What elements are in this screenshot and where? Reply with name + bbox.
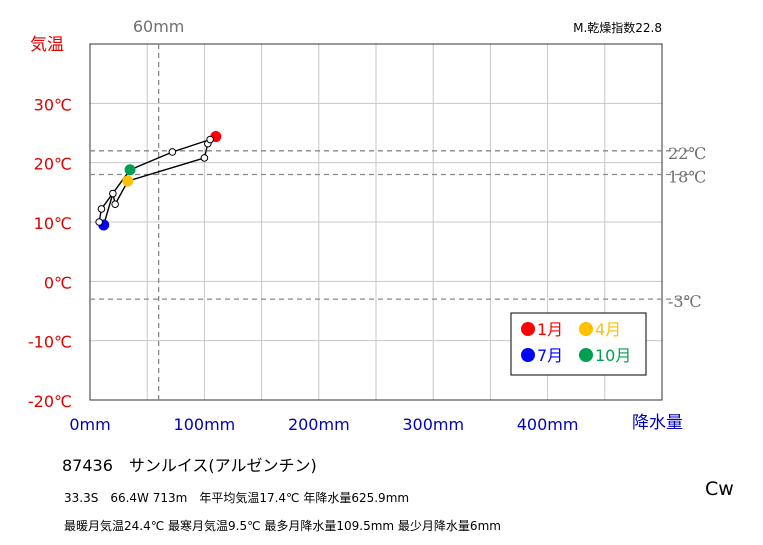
month-point-6 bbox=[109, 189, 117, 198]
y-tick-label: 30℃ bbox=[34, 95, 72, 114]
grid-lines bbox=[90, 44, 662, 400]
y-tick-label: 0℃ bbox=[44, 273, 72, 292]
month-point-10 bbox=[124, 164, 136, 176]
ref-label-60mm: 60mm bbox=[133, 17, 185, 36]
month-point-12 bbox=[206, 135, 214, 144]
ref-label-neg3c: -3℃ bbox=[668, 292, 701, 311]
y-tick-label: 10℃ bbox=[34, 214, 72, 233]
y-tick-label: 20℃ bbox=[34, 155, 72, 174]
ref-label-18c: 18℃ bbox=[668, 168, 706, 187]
y-tick-label: -20℃ bbox=[28, 392, 72, 411]
series-layer bbox=[95, 131, 222, 231]
y-axis-title: 気温 bbox=[30, 35, 64, 55]
month-point-5 bbox=[111, 200, 119, 208]
reference-lines: 60mm 22℃ 18℃ -3℃ bbox=[90, 17, 706, 400]
month-point-9 bbox=[97, 205, 106, 213]
y-tick-label: -10℃ bbox=[28, 333, 72, 352]
month-point-11 bbox=[168, 148, 177, 156]
month-point-4 bbox=[122, 175, 134, 187]
legend-label: 4月 bbox=[595, 320, 621, 339]
legend-marker bbox=[579, 348, 593, 362]
month-point-3 bbox=[200, 154, 209, 162]
legend-label: 10月 bbox=[595, 346, 631, 365]
x-axis-title: 降水量 bbox=[632, 413, 683, 433]
station-name: 87436 サンルイス(アルゼンチン) bbox=[62, 456, 317, 475]
x-tick-label: 0mm bbox=[69, 415, 110, 434]
legend-label: 1月 bbox=[537, 320, 563, 339]
x-tick-label: 300mm bbox=[402, 415, 464, 434]
climate-classification: Cw bbox=[705, 478, 734, 500]
x-tick-label: 200mm bbox=[288, 415, 350, 434]
month-point-8 bbox=[95, 218, 103, 226]
x-tick-label: 400mm bbox=[517, 415, 579, 434]
x-tick-label: 100mm bbox=[174, 415, 236, 434]
ref-label-22c: 22℃ bbox=[668, 144, 706, 163]
legend-marker bbox=[521, 322, 535, 336]
legend-marker bbox=[521, 348, 535, 362]
legend-box bbox=[510, 312, 647, 376]
legend-label: 7月 bbox=[537, 346, 563, 365]
legend: 1月 4月 7月 10月 bbox=[510, 312, 647, 376]
plot-frame bbox=[89, 43, 663, 401]
dryness-index: M.乾燥指数22.8 bbox=[573, 20, 662, 35]
station-info-line-1: 33.3S 66.4W 713m 年平均気温17.4℃ 年降水量625.9mm bbox=[64, 491, 410, 505]
station-info-line-2: 最暖月気温24.4℃ 最寒月気温9.5℃ 最多月降水量109.5mm 最少月降水… bbox=[64, 519, 501, 533]
legend-marker bbox=[579, 322, 593, 336]
series-line bbox=[98, 135, 217, 227]
